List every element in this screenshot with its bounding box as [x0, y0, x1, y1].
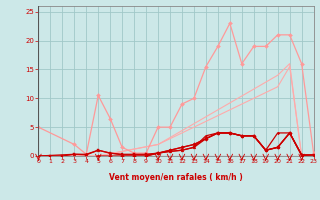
X-axis label: Vent moyen/en rafales ( km/h ): Vent moyen/en rafales ( km/h )	[109, 173, 243, 182]
